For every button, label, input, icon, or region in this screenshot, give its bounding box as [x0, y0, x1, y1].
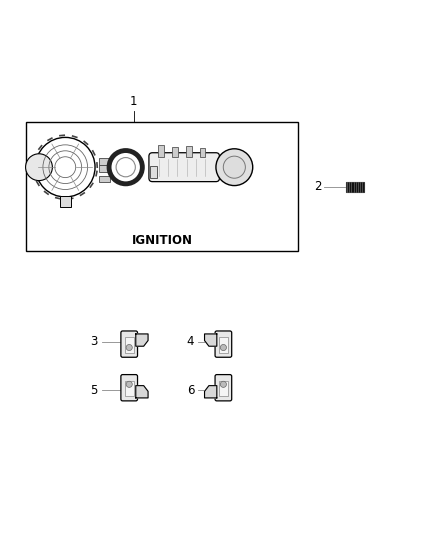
Text: 2: 2	[314, 180, 322, 193]
Circle shape	[223, 156, 245, 178]
Circle shape	[25, 154, 53, 181]
Bar	[99, 165, 110, 173]
Bar	[186, 146, 191, 157]
Bar	[219, 337, 228, 353]
Bar	[232, 159, 237, 175]
FancyBboxPatch shape	[215, 375, 232, 401]
Text: 3: 3	[91, 335, 98, 349]
Bar	[99, 158, 110, 165]
Circle shape	[126, 344, 132, 351]
Circle shape	[109, 150, 142, 184]
Circle shape	[220, 381, 226, 387]
FancyBboxPatch shape	[121, 331, 138, 357]
Bar	[26, 122, 298, 251]
Circle shape	[35, 138, 95, 197]
Bar	[172, 148, 178, 157]
Text: IGNITION: IGNITION	[131, 233, 193, 247]
Circle shape	[216, 149, 253, 185]
Bar	[99, 176, 110, 182]
Circle shape	[220, 344, 226, 351]
Bar	[158, 145, 164, 157]
Polygon shape	[205, 334, 217, 346]
FancyBboxPatch shape	[149, 153, 219, 182]
Bar	[60, 196, 71, 207]
Polygon shape	[205, 386, 217, 398]
Text: 6: 6	[187, 384, 194, 397]
Bar	[125, 337, 134, 353]
Bar	[346, 182, 364, 192]
Bar	[125, 381, 134, 397]
Bar	[150, 166, 157, 178]
Text: 4: 4	[187, 335, 194, 349]
FancyBboxPatch shape	[121, 375, 138, 401]
Bar	[200, 148, 205, 157]
Text: 5: 5	[91, 384, 98, 397]
Bar	[219, 381, 228, 397]
FancyBboxPatch shape	[215, 331, 232, 357]
Circle shape	[116, 158, 135, 177]
Polygon shape	[136, 334, 148, 346]
Circle shape	[126, 381, 132, 387]
Polygon shape	[136, 386, 148, 398]
Text: 1: 1	[130, 94, 138, 108]
